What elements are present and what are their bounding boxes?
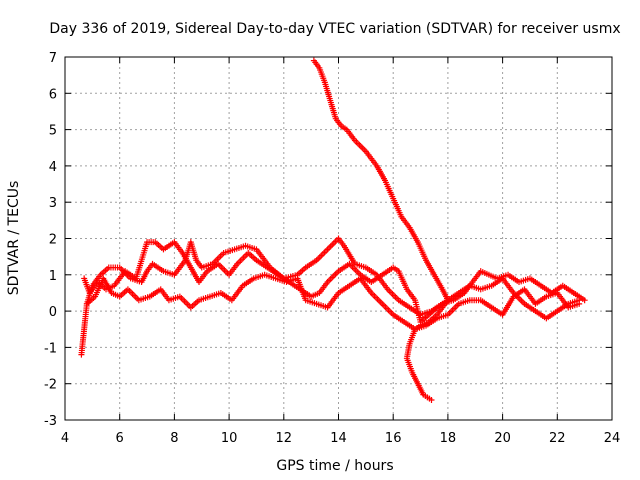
y-tick-label: 1 xyxy=(49,269,57,284)
x-tick-label: 4 xyxy=(61,431,69,446)
x-tick-label: 24 xyxy=(604,431,621,446)
y-tick-label: -3 xyxy=(44,414,57,429)
x-tick-label: 12 xyxy=(276,431,293,446)
data-point xyxy=(581,297,588,304)
x-tick-label: 22 xyxy=(549,431,566,446)
data-point xyxy=(576,300,583,307)
x-tick-label: 8 xyxy=(170,431,178,446)
series-track-d xyxy=(310,57,451,404)
x-tick-label: 6 xyxy=(116,431,124,446)
y-tick-label: 5 xyxy=(49,124,57,139)
data-point xyxy=(428,397,435,404)
y-tick-label: 6 xyxy=(49,87,57,102)
y-tick-label: 3 xyxy=(49,196,57,211)
series-track-c xyxy=(83,271,583,333)
y-tick-label: 2 xyxy=(49,233,57,248)
x-tick-label: 18 xyxy=(440,431,457,446)
x-tick-label: 20 xyxy=(494,431,511,446)
data-points xyxy=(78,57,588,404)
series-track-b xyxy=(81,239,583,325)
y-tick-label: 7 xyxy=(49,51,57,66)
y-axis-label: SDTVAR / TECUs xyxy=(6,181,22,296)
grid-lines xyxy=(65,57,612,420)
y-tick-label: 4 xyxy=(49,160,57,175)
y-tick-label: -2 xyxy=(44,378,57,393)
y-tick-label: -1 xyxy=(44,341,57,356)
x-axis-label: GPS time / hours xyxy=(276,458,393,474)
x-tick-label: 10 xyxy=(221,431,238,446)
y-tick-label: 0 xyxy=(49,305,57,320)
x-tick-label: 14 xyxy=(330,431,347,446)
chart-title: Day 336 of 2019, Sidereal Day-to-day VTE… xyxy=(49,21,620,37)
x-tick-label: 16 xyxy=(385,431,402,446)
